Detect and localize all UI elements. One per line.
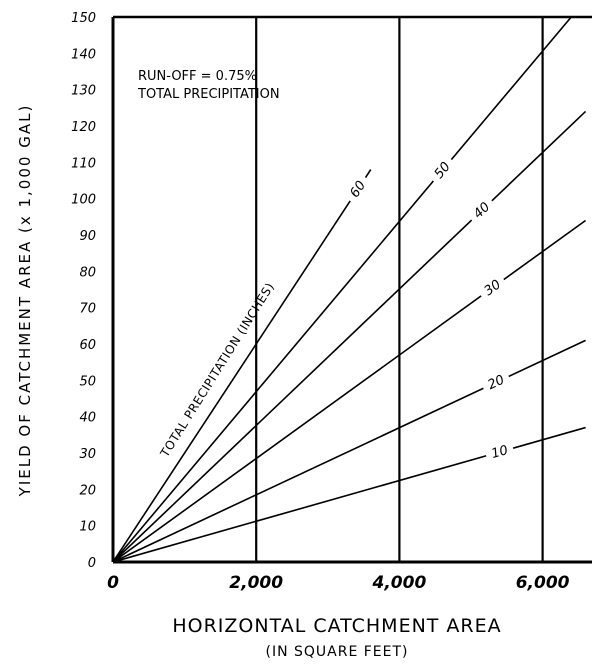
series-lines (112, 16, 587, 563)
series-label-bg-60 (342, 172, 372, 205)
x-tick-label-4000: 4,000 (372, 573, 427, 593)
series-line-20 (112, 339, 586, 563)
series-label-bg-40 (465, 194, 497, 226)
series-label-10: 10 (490, 443, 510, 462)
y-tick-label-140: 140 (71, 47, 96, 62)
series-label-bg-10 (483, 439, 516, 463)
y-axis-title: YIELD OF CATCHMENT AREA (x 1,000 GAL) (16, 104, 34, 498)
series-line-30 (112, 219, 587, 563)
series-label-bg-20 (479, 368, 512, 395)
series-label-bg-30 (475, 272, 508, 302)
y-tick-label-90: 90 (79, 229, 96, 244)
series-line-40 (112, 110, 587, 563)
y-tick-labels: 0 10 20 30 40 50 60 70 80 90 100 110 120 130 140 150 (71, 11, 96, 571)
y-tick-label-20: 20 (79, 483, 96, 498)
y-tick-label-30: 30 (79, 447, 96, 462)
y-tick-label-80: 80 (79, 265, 96, 280)
y-tick-label-150: 150 (71, 11, 96, 26)
y-tick-label-130: 130 (71, 84, 96, 99)
x-axis-subtitle: (IN SQUARE FEET) (265, 644, 408, 660)
y-tick-label-120: 120 (71, 120, 96, 135)
x-tick-label-0: 0 (107, 573, 119, 593)
series-label-20: 20 (486, 372, 507, 393)
x-tick-label-6000: 6,000 (516, 573, 570, 593)
series-line-50 (112, 16, 572, 563)
y-tick-label-110: 110 (71, 156, 96, 171)
x-tick-label-2000: 2,000 (229, 573, 283, 593)
x-axis-title: HORIZONTAL CATCHMENT AREA (172, 615, 501, 637)
y-tick-label-50: 50 (79, 374, 96, 389)
series-label-bg-50 (426, 153, 457, 186)
runoff-annotation: RUN-OFF = 0.75% (138, 69, 257, 84)
precipitation-annotation: TOTAL PRECIPITATION (137, 87, 280, 102)
y-tick-label-100: 100 (71, 193, 96, 208)
x-tick-labels: 0 2,000 4,000 6,000 (107, 573, 570, 593)
y-tick-label-60: 60 (79, 338, 96, 353)
curve-family-label: TOTAL PRECIPITATION (INCHES) (157, 280, 277, 460)
series-line-60 (112, 169, 372, 563)
y-tick-label-10: 10 (79, 520, 96, 535)
y-tick-label-70: 70 (79, 302, 96, 317)
y-tick-label-40: 40 (79, 411, 96, 426)
y-tick-label-0: 0 (88, 556, 96, 571)
